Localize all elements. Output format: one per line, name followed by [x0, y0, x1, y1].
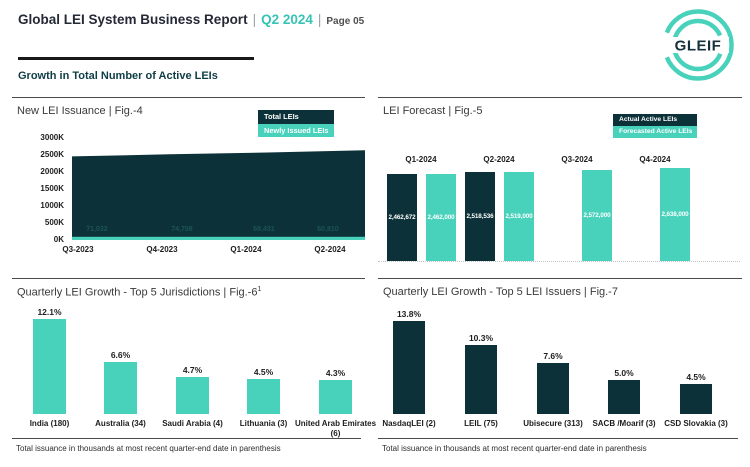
bar-value-label: 4.5% [253, 366, 274, 377]
y-axis-tick-label: 500K [44, 218, 64, 227]
category-label: Lithuania (3) [239, 419, 288, 428]
bar-value-label: 4.7% [182, 365, 203, 376]
newly-issued-data-label: 74,708 [171, 226, 193, 233]
legend-item-forecasted-active-leis: Forecasted Active LEIs [613, 126, 697, 138]
growth-bar [393, 320, 425, 414]
bar-value-label: 6.6% [110, 350, 131, 361]
bar-value-label: 2,638,000 [661, 211, 689, 218]
chart-title-fig6-text: Quarterly LEI Growth - Top 5 Jurisdictio… [17, 286, 258, 299]
panel-lei-forecast: LEI Forecast | Fig.-5 Q1-2024 2,462,672 2,… [378, 97, 742, 271]
baseline [378, 261, 740, 262]
x-axis-label: Q2-2024 [314, 245, 346, 254]
bar-value-label: 2,518,536 [466, 213, 494, 221]
y-axis-tick-label: 0K [53, 235, 64, 244]
chart-fig7-bars: 13.8% NasdaqLEI (2) 10.3% LEIL (75) 7.6% Ubis… [378, 279, 742, 456]
forecast-bar: 2,572,000 [582, 170, 612, 261]
legend-item-newly-issued-leis: Newly Issued LEIs [258, 123, 334, 137]
panel-new-lei-issuance: New LEI Issuance | Fig.-4 0K 500K 1000K 150… [12, 97, 365, 271]
forecast-bar: 2,638,000 [660, 168, 690, 261]
header-separator: | [252, 12, 257, 27]
panel-top5-jurisdictions: Quarterly LEI Growth - Top 5 Jurisdictio… [12, 278, 376, 456]
growth-bar [537, 362, 569, 414]
category-label: Q1-2024 [405, 155, 437, 164]
newly-issued-data-label: 71,032 [86, 226, 108, 233]
gleif-logo: GLEIF [662, 9, 734, 81]
y-axis-tick-label: 1500K [40, 184, 64, 193]
forecast-bar: 2,462,000 [426, 174, 456, 261]
forecast-bar: 2,462,672 [387, 174, 417, 261]
growth-bar [319, 380, 352, 414]
area-series-newly-issued-leis [72, 236, 365, 240]
chart-title-fig7: Quarterly LEI Growth - Top 5 LEI Issuers… [383, 286, 618, 298]
bar-value-label: 5.0% [614, 368, 634, 379]
growth-bar [176, 377, 209, 414]
newly-issued-data-label: 68,431 [253, 226, 275, 233]
y-axis-tick-label: 3000K [40, 133, 64, 142]
chart-title-fig5: LEI Forecast | Fig.-5 [383, 105, 483, 117]
bar-value-label: 13.8% [396, 308, 422, 319]
growth-bar [608, 380, 640, 414]
growth-bar [465, 344, 497, 414]
chart-title-fig6: Quarterly LEI Growth - Top 5 Jurisdictio… [17, 286, 261, 299]
bar-value-label: 2,572,000 [583, 212, 611, 220]
bar-value-label: 2,462,672 [388, 214, 416, 222]
page-number: Page 05 [326, 16, 365, 27]
category-label: SACB /Moarif (3) [592, 419, 656, 428]
bar-value-label: 10.3% [468, 332, 494, 343]
section-title: Growth in Total Number of Active LEIs [18, 70, 218, 82]
y-axis-tick-label: 2500K [40, 150, 64, 159]
footnote-rule [12, 438, 361, 439]
chart-fig6-bars: 12.1% India (180) 6.6% Australia (34) 4.7% Sa… [12, 279, 376, 456]
panel-top5-issuers: Quarterly LEI Growth - Top 5 LEI Issuers… [378, 278, 742, 456]
footnote-text: Total issuance in thousands at most rece… [16, 444, 281, 453]
chart-fig4-area: 0K 500K 1000K 1500K 2000K 2500K 3000K 71,032 74,… [12, 98, 365, 271]
category-label: Q3-2024 [561, 155, 593, 164]
x-axis-label: Q3-2023 [62, 245, 94, 254]
chart-fig5-bars: Q1-2024 2,462,672 2,462,000 Q2-2024 2,518,53… [378, 98, 742, 271]
legend-item-total-leis: Total LEIs [258, 110, 334, 124]
chart-title-fig6-superscript: 1 [257, 286, 262, 293]
category-label: LEIL (75) [464, 419, 498, 428]
chart-title-fig4: New LEI Issuance | Fig.-4 [17, 105, 143, 117]
category-label: Ubisecure (313) [523, 419, 583, 428]
logo-text: GLEIF [675, 38, 722, 55]
header-rule [18, 57, 254, 60]
category-label: Q4-2024 [639, 155, 671, 164]
bar-value-label: 12.1% [37, 307, 62, 317]
logo-outer-ring [662, 9, 734, 81]
growth-bar [247, 378, 280, 414]
forecast-bar: 2,518,536 [465, 172, 495, 261]
bar-value-label: 2,519,000 [505, 213, 533, 221]
footnote-rule [378, 438, 738, 439]
bar-value-label: 2,462,000 [427, 214, 455, 222]
growth-bar [104, 362, 137, 414]
growth-bar [33, 319, 66, 414]
y-axis-tick-label: 1000K [40, 201, 64, 210]
legend-item-actual-active-leis: Actual Active LEIs [613, 114, 697, 126]
report-period: Q2 2024 [261, 12, 313, 27]
category-label: Saudi Arabia (4) [162, 419, 223, 428]
bar-value-label: 4.3% [325, 368, 346, 379]
report-header: Global LEI System Business Report | Q2 202… [18, 12, 364, 27]
header-separator: | [317, 12, 322, 27]
forecast-bar: 2,519,000 [504, 172, 534, 261]
category-label: India (180) [29, 419, 70, 428]
category-label: CSD Slovakia (3) [664, 419, 728, 428]
area-series-total-leis [72, 150, 365, 240]
bar-value-label: 7.6% [543, 350, 563, 361]
bar-value-label: 4.5% [686, 371, 706, 382]
category-label: United Arab Emirates (6) [294, 419, 377, 438]
growth-bar [680, 383, 712, 414]
category-label: Q2-2024 [483, 155, 515, 164]
y-axis-tick-label: 2000K [40, 167, 64, 176]
category-label: Australia (34) [95, 419, 146, 428]
footnote-text: Total issuance in thousands at most rece… [382, 444, 647, 453]
x-axis-label: Q4-2023 [146, 245, 178, 254]
report-title: Global LEI System Business Report [18, 12, 248, 27]
category-label: NasdaqLEI (2) [382, 419, 436, 428]
x-axis-label: Q1-2024 [230, 245, 262, 254]
newly-issued-data-label: 60,810 [317, 226, 339, 233]
